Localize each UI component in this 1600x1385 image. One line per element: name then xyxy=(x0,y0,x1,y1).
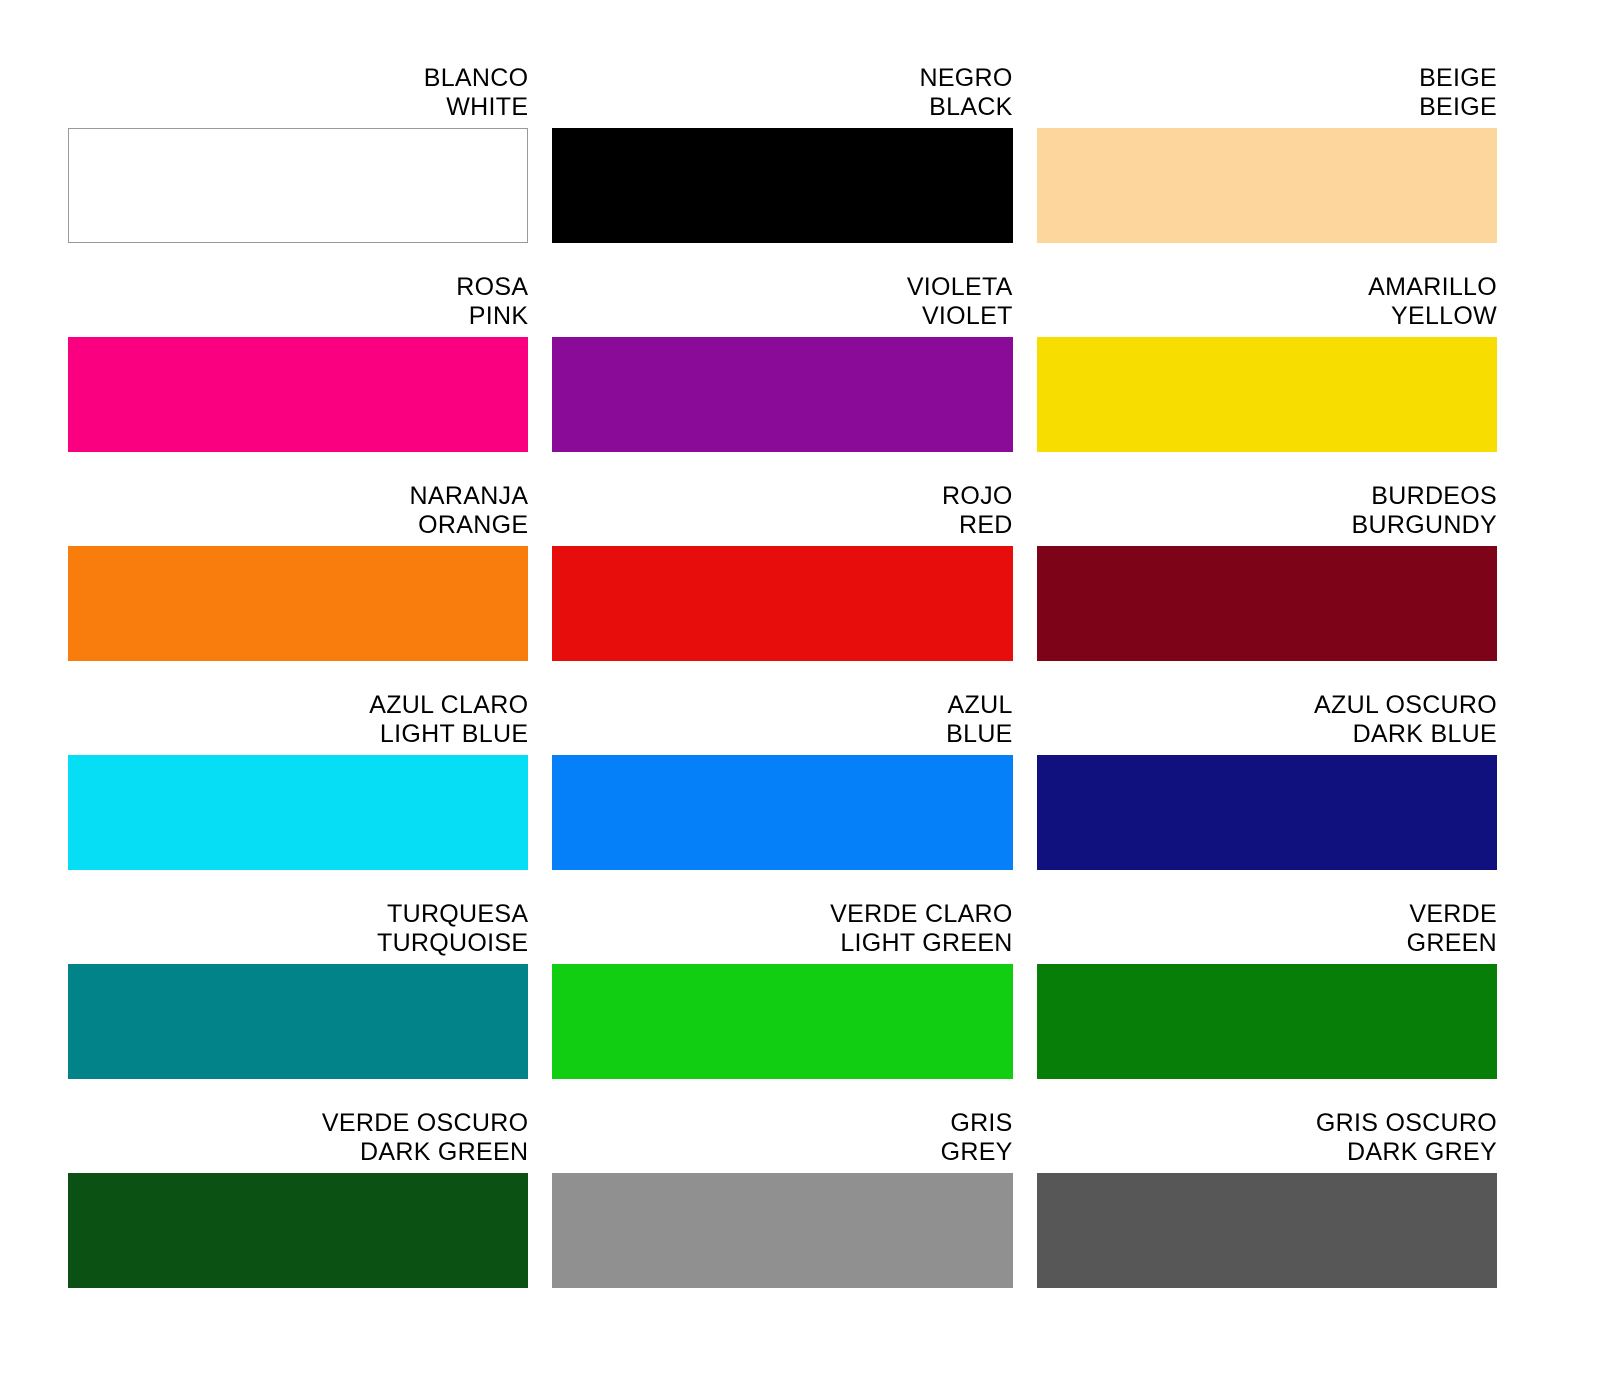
color-bar-orange xyxy=(68,546,529,661)
label-en-burgundy: BURGUNDY xyxy=(1351,511,1497,539)
label-es-light-blue: AZUL CLARO xyxy=(369,691,529,719)
color-bar-white xyxy=(68,128,529,243)
color-bar-light-green xyxy=(552,964,1013,1079)
swatch-label: ROSA PINK xyxy=(68,273,528,331)
swatch-dark-blue: AZUL OSCURO DARK BLUE xyxy=(1036,691,1497,870)
swatch-label: BLANCO WHITE xyxy=(68,64,528,122)
label-en-beige: BEIGE xyxy=(1419,93,1497,121)
label-en-dark-blue: DARK BLUE xyxy=(1352,720,1497,748)
swatch-label: AZUL CLARO LIGHT BLUE xyxy=(68,691,528,749)
swatch-turquoise: TURQUESA TURQUOISE xyxy=(68,900,529,1079)
label-es-dark-green: VERDE OSCURO xyxy=(321,1109,529,1137)
swatch-burgundy: BURDEOS BURGUNDY xyxy=(1036,482,1497,661)
color-bar-beige xyxy=(1036,128,1497,243)
label-es-black: NEGRO xyxy=(919,64,1013,92)
swatch-orange: NARANJA ORANGE xyxy=(68,482,529,661)
label-en-white: WHITE xyxy=(446,93,529,121)
swatch-label: VERDE OSCURO DARK GREEN xyxy=(68,1109,528,1167)
label-en-black: BLACK xyxy=(929,93,1013,121)
label-en-light-green: LIGHT GREEN xyxy=(840,929,1013,957)
swatch-label: VERDE CLARO LIGHT GREEN xyxy=(552,900,1012,958)
swatch-dark-green: VERDE OSCURO DARK GREEN xyxy=(68,1109,529,1288)
swatch-green: VERDE GREEN xyxy=(1036,900,1497,1079)
swatch-label: VERDE GREEN xyxy=(1037,900,1497,958)
label-en-dark-grey: DARK GREY xyxy=(1347,1138,1497,1166)
swatch-light-blue: AZUL CLARO LIGHT BLUE xyxy=(68,691,529,870)
label-en-dark-green: DARK GREEN xyxy=(360,1138,529,1166)
color-bar-black xyxy=(552,128,1013,243)
color-bar-blue xyxy=(552,755,1013,870)
label-es-violet: VIOLETA xyxy=(906,273,1013,301)
label-es-pink: ROSA xyxy=(456,273,529,301)
swatch-pink: ROSA PINK xyxy=(68,273,529,452)
swatch-label: TURQUESA TURQUOISE xyxy=(68,900,528,958)
swatch-label: AMARILLO YELLOW xyxy=(1037,273,1497,331)
swatch-label: VIOLETA VIOLET xyxy=(552,273,1013,331)
swatch-violet: VIOLETA VIOLET xyxy=(552,273,1013,452)
swatch-label: GRIS OSCURO DARK GREY xyxy=(1037,1109,1497,1167)
label-es-turquoise: TURQUESA xyxy=(387,900,529,928)
swatch-blue: AZUL BLUE xyxy=(552,691,1013,870)
swatch-label: NARANJA ORANGE xyxy=(68,482,528,540)
swatch-label: AZUL OSCURO DARK BLUE xyxy=(1037,691,1497,749)
swatch-label: BURDEOS BURGUNDY xyxy=(1037,482,1497,540)
color-bar-turquoise xyxy=(68,964,529,1079)
label-en-green: GREEN xyxy=(1406,929,1497,957)
color-bar-dark-grey xyxy=(1036,1173,1497,1288)
swatch-dark-grey: GRIS OSCURO DARK GREY xyxy=(1036,1109,1497,1288)
label-es-green: VERDE xyxy=(1409,900,1497,928)
swatch-label: BEIGE BEIGE xyxy=(1037,64,1497,122)
label-es-burgundy: BURDEOS xyxy=(1371,482,1497,510)
label-es-grey: GRIS xyxy=(950,1109,1013,1137)
label-es-blue: AZUL xyxy=(947,691,1013,719)
color-bar-grey xyxy=(552,1173,1013,1288)
label-en-grey: GREY xyxy=(940,1138,1013,1166)
color-bar-dark-green xyxy=(68,1173,529,1288)
swatch-label: AZUL BLUE xyxy=(552,691,1012,749)
label-es-orange: NARANJA xyxy=(409,482,529,510)
swatch-grey: GRIS GREY xyxy=(552,1109,1013,1288)
swatch-red: ROJO RED xyxy=(552,482,1013,661)
label-en-light-blue: LIGHT BLUE xyxy=(379,720,529,748)
label-en-pink: PINK xyxy=(468,302,529,330)
color-bar-violet xyxy=(552,337,1013,452)
color-bar-light-blue xyxy=(68,755,529,870)
color-bar-red xyxy=(552,546,1013,661)
color-bar-pink xyxy=(68,337,529,452)
swatch-beige: BEIGE BEIGE xyxy=(1036,64,1497,243)
color-bar-burgundy xyxy=(1036,546,1497,661)
color-bar-green xyxy=(1036,964,1497,1079)
label-en-orange: ORANGE xyxy=(418,511,529,539)
label-en-violet: VIOLET xyxy=(921,302,1013,330)
label-es-light-green: VERDE CLARO xyxy=(830,900,1013,928)
swatch-yellow: AMARILLO YELLOW xyxy=(1036,273,1497,452)
color-bar-dark-blue xyxy=(1036,755,1497,870)
label-es-yellow: AMARILLO xyxy=(1368,273,1497,301)
label-es-beige: BEIGE xyxy=(1419,64,1497,92)
swatch-label: NEGRO BLACK xyxy=(552,64,1012,122)
swatch-black: NEGRO BLACK xyxy=(552,64,1013,243)
color-bar-yellow xyxy=(1036,337,1497,452)
color-chart: BLANCO WHITE NEGRO BLACK BEIGE BEIGE ROS… xyxy=(68,64,1497,1288)
swatch-label: GRIS GREY xyxy=(552,1109,1013,1167)
swatch-light-green: VERDE CLARO LIGHT GREEN xyxy=(552,900,1013,1079)
label-es-dark-grey: GRIS OSCURO xyxy=(1315,1109,1497,1137)
label-es-dark-blue: AZUL OSCURO xyxy=(1314,691,1497,719)
label-en-blue: BLUE xyxy=(946,720,1013,748)
swatch-label: ROJO RED xyxy=(552,482,1012,540)
label-es-red: ROJO xyxy=(942,482,1013,510)
swatch-white: BLANCO WHITE xyxy=(68,64,529,243)
label-en-turquoise: TURQUOISE xyxy=(377,929,529,957)
label-en-yellow: YELLOW xyxy=(1391,302,1497,330)
label-en-red: RED xyxy=(958,511,1013,539)
label-es-white: BLANCO xyxy=(423,64,529,92)
